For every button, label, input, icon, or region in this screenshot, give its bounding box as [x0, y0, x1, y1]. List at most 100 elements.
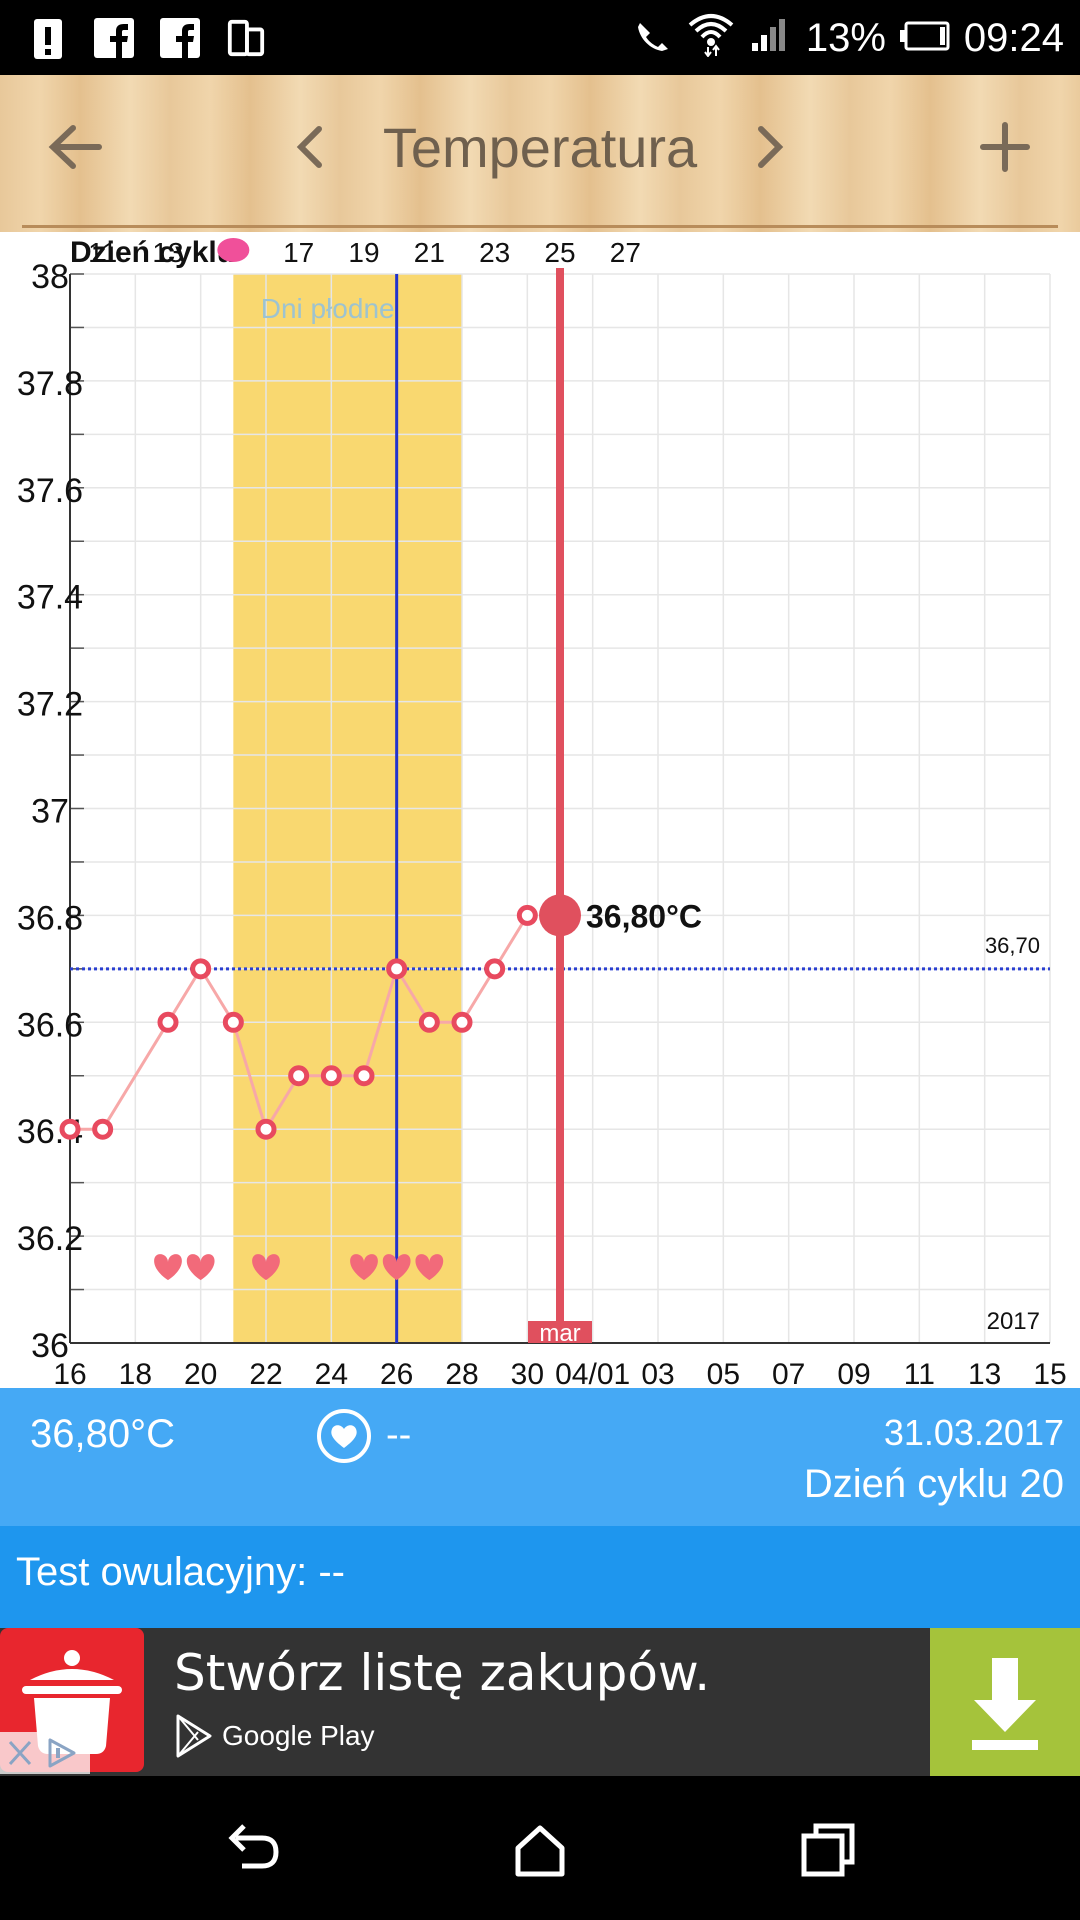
cycle-day-tick: 25: [544, 237, 575, 268]
signal-icon: [750, 13, 792, 63]
temperature-point[interactable]: [451, 1011, 473, 1033]
cycle-day-tick: 13: [152, 237, 183, 268]
temperature-point[interactable]: [59, 1118, 81, 1140]
toolbar: Temperatura: [0, 75, 1080, 232]
heart-icon: [154, 1254, 182, 1281]
y-tick-label: 36.8: [17, 899, 83, 937]
toolbar-divider: [22, 225, 1058, 228]
y-tick-label: 38: [31, 258, 69, 296]
heart-icon: [252, 1254, 280, 1281]
adchoices-icon: [48, 1738, 76, 1768]
month-marker: [528, 1321, 592, 1343]
temperature-point[interactable]: [386, 958, 408, 980]
close-icon: [8, 1740, 32, 1766]
temperature-point[interactable]: [320, 1065, 342, 1087]
x-tick-label: 28: [445, 1358, 478, 1388]
back-button[interactable]: [30, 97, 120, 197]
home-icon: [515, 1825, 565, 1877]
ovulation-marker-icon: [217, 238, 250, 262]
temperature-point[interactable]: [353, 1065, 375, 1087]
status-bar: 13% 09:24: [0, 0, 1080, 75]
selected-date: 31.03.2017: [883, 1412, 1064, 1453]
y-tick-label: 37.8: [17, 365, 83, 403]
temperature-point[interactable]: [92, 1118, 114, 1140]
x-tick-label: 07: [772, 1358, 805, 1388]
download-icon: [972, 1658, 1038, 1750]
x-tick-label: 22: [249, 1358, 282, 1388]
year-label: 2017: [987, 1308, 1040, 1335]
ad-store-label: Google Play: [222, 1720, 375, 1751]
next-button[interactable]: [740, 97, 800, 197]
heart-icon: [415, 1254, 444, 1281]
plus-icon: [980, 122, 1030, 172]
back-icon: [228, 1824, 279, 1869]
ad-download-button[interactable]: [930, 1628, 1080, 1776]
chevron-right-icon: [758, 126, 784, 168]
selected-cycle-day: Dzień cyklu 20: [803, 1462, 1064, 1506]
coverline-label: 36,70: [985, 933, 1040, 958]
heart-icon: [382, 1254, 411, 1281]
screen-rotate-icon: [226, 14, 266, 62]
x-tick-label: 09: [837, 1358, 870, 1388]
temperature-point[interactable]: [288, 1065, 310, 1087]
x-tick-label: 16: [53, 1358, 86, 1388]
temperature-chart[interactable]: 38 37.8 37.6 37.4 37.2 37 36.8 36.6 36.4 36.2 36 16…: [0, 232, 1080, 1388]
vibrate-icon: [632, 13, 672, 63]
fertile-window-label: Dni płodne: [261, 293, 395, 324]
battery-percent: 13%: [805, 15, 886, 60]
intercourse-heart-icon[interactable]: [316, 1408, 372, 1464]
x-tick-label: 18: [119, 1358, 152, 1388]
ad-banner[interactable]: Stwórz listę zakupów. Google Play: [0, 1628, 1080, 1776]
y-tick-label: 36.6: [17, 1006, 83, 1044]
y-tick-label: 37.2: [17, 686, 83, 724]
previous-button[interactable]: [280, 97, 340, 197]
nav-recents-button[interactable]: [798, 1820, 858, 1880]
ovulation-test-label: Test owulacyjny: --: [16, 1550, 345, 1594]
nav-home-button[interactable]: [510, 1820, 570, 1880]
temperature-point[interactable]: [157, 1011, 179, 1033]
alert-icon: [28, 14, 68, 62]
ad-headline: Stwórz listę zakupów.: [174, 1644, 711, 1702]
selected-temperature-label: 36,80°C: [586, 898, 702, 934]
wifi-icon: [686, 9, 736, 67]
cycle-day-tick: 11: [88, 237, 117, 268]
cycle-day-tick: 17: [283, 237, 314, 268]
temperature-point[interactable]: [484, 958, 506, 980]
ad-store-badge[interactable]: Google Play: [174, 1714, 375, 1758]
x-tick-label: 24: [315, 1358, 348, 1388]
clock: 09:24: [963, 15, 1064, 60]
cycle-day-tick: 21: [414, 237, 445, 268]
navigation-bar: [0, 1776, 1080, 1920]
add-button[interactable]: [960, 97, 1050, 197]
facebook-icon: [94, 14, 134, 62]
ovulation-test-panel[interactable]: Test owulacyjny: --: [0, 1526, 1080, 1628]
day-info-panel[interactable]: 36,80°C -- 31.03.2017 Dzień cyklu 20: [0, 1388, 1080, 1526]
google-play-icon: [176, 1714, 212, 1758]
selected-temperature-point[interactable]: [539, 894, 581, 937]
month-marker-label: mar: [539, 1320, 580, 1347]
cycle-day-tick: 23: [479, 237, 510, 268]
temperature-point[interactable]: [418, 1011, 440, 1033]
x-tick-label: 05: [707, 1358, 740, 1388]
x-tick-label: 04/01: [555, 1358, 630, 1388]
y-tick-label: 36: [31, 1327, 69, 1365]
arrow-left-icon: [48, 125, 102, 169]
heart-icon: [186, 1254, 215, 1281]
x-tick-label: 20: [184, 1358, 217, 1388]
ad-close-button[interactable]: [0, 1732, 90, 1774]
selected-temperature: 36,80°C: [30, 1412, 175, 1456]
temperature-point[interactable]: [222, 1011, 244, 1033]
x-tick-label: 03: [641, 1358, 674, 1388]
recents-icon: [801, 1823, 855, 1877]
heart-icon: [350, 1254, 378, 1281]
temperature-point[interactable]: [190, 958, 212, 980]
chart-canvas[interactable]: 3837.837.637.437.23736.836.636.436.23616…: [0, 232, 1080, 1388]
page-title: Temperatura: [382, 116, 698, 179]
y-tick-label: 37.6: [17, 472, 83, 510]
cycle-day-tick: 27: [610, 237, 641, 268]
temperature-point[interactable]: [255, 1118, 277, 1140]
x-tick-label: 30: [511, 1358, 544, 1388]
temperature-point[interactable]: [516, 904, 538, 926]
nav-back-button[interactable]: [222, 1820, 282, 1880]
x-tick-label: 15: [1033, 1358, 1066, 1388]
